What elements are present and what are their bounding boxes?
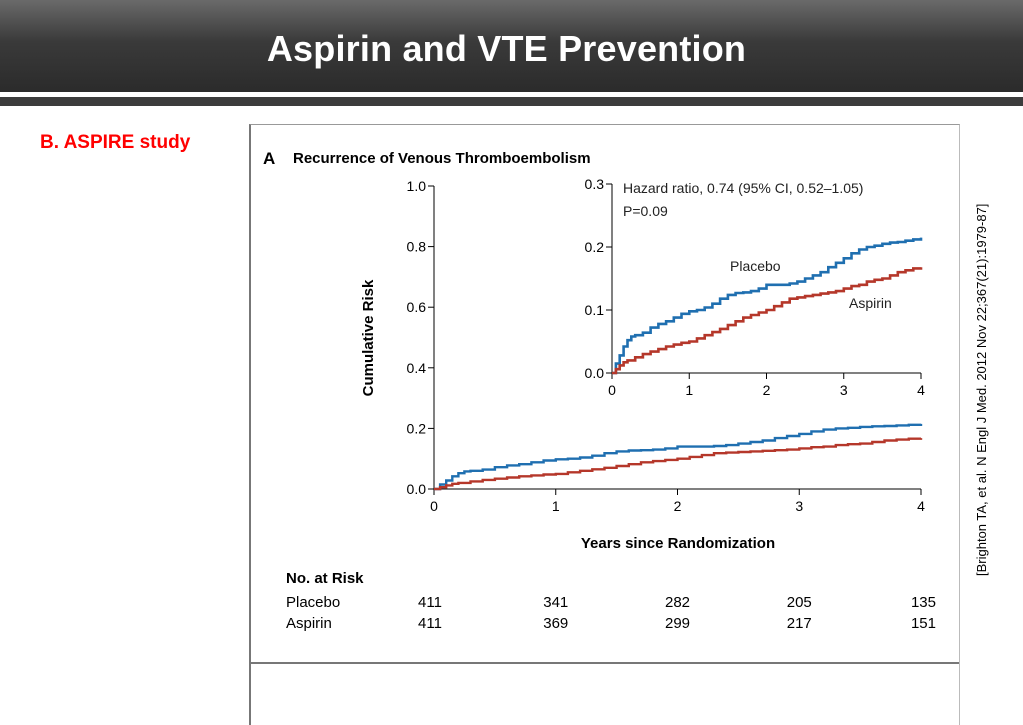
main-series-line-aspirin bbox=[434, 437, 923, 491]
title-rule-light bbox=[0, 92, 1023, 97]
risk-table-cell: 135 bbox=[911, 594, 936, 611]
main-x-tick-label: 2 bbox=[674, 498, 682, 514]
risk-table: Placebo 411 341 282 205 135 Aspirin 411 369 299 21… bbox=[286, 594, 936, 632]
main-y-tick-label: 0.6 bbox=[407, 299, 427, 315]
inset-axes: 0.0 0.1 0.2 0.3 0 1 2 3 4 bbox=[572, 174, 925, 404]
inset-x-tick-label: 4 bbox=[917, 382, 925, 398]
risk-table-cell: 205 bbox=[787, 594, 812, 611]
slide-subtitle: B. ASPIRE study bbox=[40, 132, 191, 153]
main-series-line-placebo bbox=[434, 423, 923, 491]
inset-y-tick-label: 0.2 bbox=[585, 239, 605, 255]
risk-table-cell: 341 bbox=[543, 594, 568, 611]
inset-x-tick-label: 1 bbox=[685, 382, 693, 398]
inset-label-aspirin: Aspirin bbox=[849, 295, 892, 311]
main-y-tick-label: 0.0 bbox=[407, 481, 427, 497]
panel-letter: A bbox=[263, 149, 275, 168]
main-x-tick-label: 0 bbox=[430, 498, 438, 514]
title-rule-dark bbox=[0, 97, 1023, 106]
inset-label-placebo: Placebo bbox=[730, 258, 781, 274]
risk-table-heading: No. at Risk bbox=[286, 570, 364, 587]
figure-frame bbox=[249, 124, 960, 725]
risk-table-cell: 369 bbox=[543, 615, 568, 632]
main-y-tick-label: 0.2 bbox=[407, 420, 427, 436]
x-axis-label: Years since Randomization bbox=[581, 535, 775, 552]
risk-table-cell: 411 bbox=[418, 615, 442, 632]
inset-x-tick-label: 3 bbox=[840, 382, 848, 398]
inset-x-tick-label: 2 bbox=[763, 382, 771, 398]
inset-series-line-placebo bbox=[612, 237, 923, 375]
inset-series bbox=[612, 237, 923, 375]
risk-table-cell: 282 bbox=[665, 594, 690, 611]
chart-title: Recurrence of Venous Thromboembolism bbox=[293, 150, 591, 167]
main-x-tick-label: 4 bbox=[917, 498, 925, 514]
main-y-tick-label: 0.8 bbox=[407, 239, 427, 255]
risk-table-cell: 217 bbox=[787, 615, 812, 632]
main-axes: 0.0 0.2 0.4 0.6 0.8 1.0 0 1 2 3 4 bbox=[407, 178, 926, 514]
main-y-tick-label: 0.4 bbox=[407, 360, 427, 376]
inset-y-tick-label: 0.1 bbox=[585, 302, 605, 318]
inset-series-line-aspirin bbox=[612, 267, 923, 375]
main-x-tick-label: 1 bbox=[552, 498, 560, 514]
risk-table-cell: 299 bbox=[665, 615, 690, 632]
main-series bbox=[434, 423, 923, 491]
title-bar: Aspirin and VTE Prevention bbox=[0, 0, 1023, 92]
slide-title: Aspirin and VTE Prevention bbox=[266, 28, 747, 69]
inset-y-tick-label: 0.3 bbox=[585, 176, 605, 192]
inset-x-tick-label: 0 bbox=[608, 382, 616, 398]
risk-table-row-label: Placebo bbox=[286, 594, 340, 611]
risk-table-row-label: Aspirin bbox=[286, 615, 332, 632]
inset-y-tick-label: 0.0 bbox=[585, 365, 605, 381]
main-x-tick-label: 3 bbox=[795, 498, 803, 514]
hazard-ratio-annotation: Hazard ratio, 0.74 (95% CI, 0.52–1.05) bbox=[623, 180, 863, 196]
figure-bottom-rule bbox=[249, 662, 959, 664]
inset-background bbox=[572, 174, 924, 404]
kaplan-meier-chart: A Recurrence of Venous Thromboembolism C… bbox=[263, 149, 936, 632]
y-axis-label: Cumulative Risk bbox=[360, 279, 377, 396]
p-value-annotation: P=0.09 bbox=[623, 203, 668, 219]
risk-table-cell: 411 bbox=[418, 594, 442, 611]
main-y-tick-label: 1.0 bbox=[407, 178, 427, 194]
risk-table-cell: 151 bbox=[911, 615, 936, 632]
